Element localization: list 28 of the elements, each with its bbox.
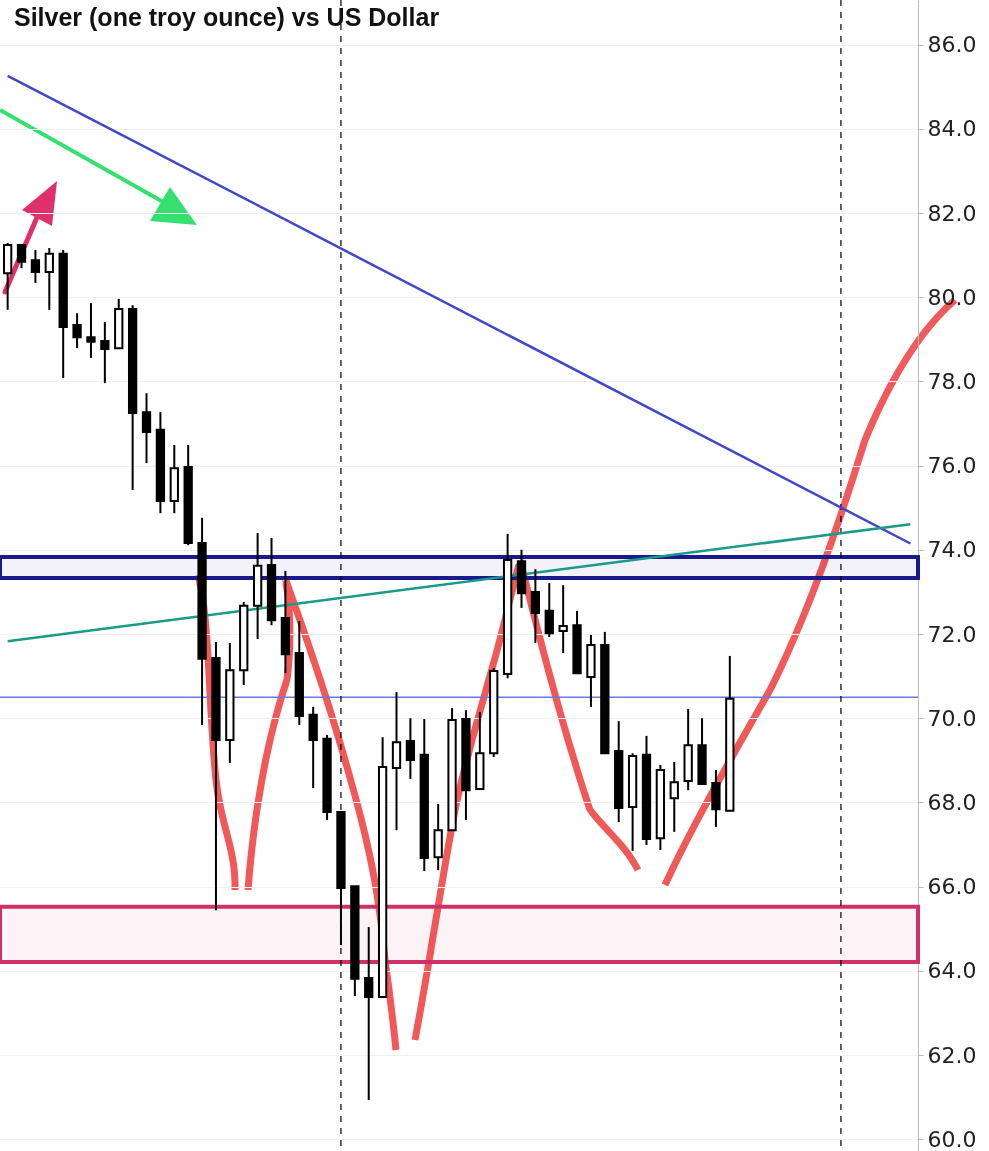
y-tick-label: 80.0 — [927, 284, 977, 310]
candlestick — [364, 926, 374, 1102]
candlestick — [100, 321, 110, 385]
candlestick — [86, 302, 96, 359]
y-tick-label: 78.0 — [927, 368, 977, 394]
y-tick-label: 86.0 — [927, 32, 977, 58]
y-tick-label: 70.0 — [927, 705, 977, 731]
candlestick — [72, 312, 82, 350]
chart-title: Silver (one troy ounce) vs US Dollar — [14, 3, 440, 31]
y-tick-label: 60.0 — [927, 1126, 977, 1151]
y-tick-label: 64.0 — [927, 958, 977, 984]
candlestick — [405, 717, 416, 780]
y-tick-label: 84.0 — [927, 116, 977, 142]
y-tick-label: 62.0 — [927, 1042, 977, 1068]
y-tick-label: 74.0 — [927, 537, 977, 563]
candlestick — [530, 568, 541, 644]
candlestick — [669, 761, 679, 833]
y-tick-label: 72.0 — [927, 621, 977, 647]
y-tick-label: 76.0 — [927, 453, 977, 479]
candlestick — [16, 243, 27, 270]
y-tick-label: 66.0 — [927, 874, 977, 900]
candlestick — [558, 584, 568, 654]
y-tick-label: 82.0 — [927, 200, 977, 226]
candlestick — [44, 246, 54, 311]
candlestick — [141, 392, 152, 465]
y-tick-label: 68.0 — [927, 789, 977, 815]
candlestick — [30, 249, 41, 284]
candlestick — [544, 582, 554, 638]
